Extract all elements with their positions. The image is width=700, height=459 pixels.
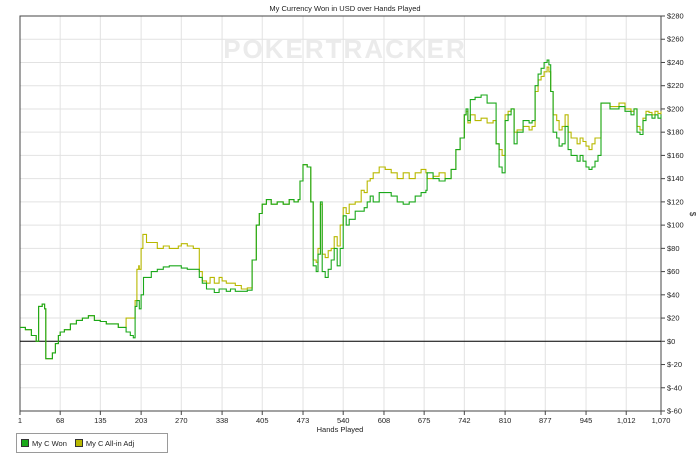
y-tick-label: $20 [667, 314, 680, 323]
x-tick-label: 742 [458, 416, 471, 425]
y-tick-label: $180 [667, 128, 684, 137]
y-tick-label: $100 [667, 221, 684, 230]
y-tick-label: $240 [667, 58, 684, 67]
y-tick-label: $220 [667, 81, 684, 90]
y-tick-label: $260 [667, 35, 684, 44]
y-tick-label: $200 [667, 104, 684, 113]
y-tick-label: $40 [667, 290, 680, 299]
x-tick-label: 877 [539, 416, 552, 425]
legend-label-won: My C Won [32, 438, 67, 448]
x-tick-label: 473 [297, 416, 310, 425]
series-line-won [20, 59, 662, 360]
x-tick-label: 1,012 [617, 416, 636, 425]
y-tick-label: $120 [667, 197, 684, 206]
x-tick-label: 1,070 [652, 416, 671, 425]
x-tick-label: 945 [580, 416, 593, 425]
y-tick-label: $-60 [667, 407, 682, 416]
x-tick-label: 1 [18, 416, 22, 425]
x-tick-label: 68 [56, 416, 64, 425]
y-axis-ticks: $-60 $-40 $-20 $0 $20 $40 $60 $80 $100 $120 $140 $1… [661, 12, 684, 416]
legend-label-allin-adj: My C All-in Adj [85, 438, 135, 448]
x-tick-label: 135 [94, 416, 107, 425]
y-tick-label: $80 [667, 244, 680, 253]
y-tick-label: $160 [667, 151, 684, 160]
series-layer [20, 59, 662, 360]
x-tick-label: 338 [216, 416, 229, 425]
y-tick-label: $-20 [667, 360, 682, 369]
series-line-allin-adj [20, 66, 662, 360]
legend-item-allin-adj[interactable]: My C All-in Adj [74, 438, 135, 448]
plot-frame [19, 15, 662, 412]
y-axis-label: $ [688, 212, 697, 217]
legend-item-won[interactable]: My C Won [21, 439, 67, 448]
y-tick-label: $280 [667, 12, 684, 21]
legend-swatch-allin-adj [74, 439, 83, 447]
watermark-logo: POKERTRACKER [223, 34, 467, 64]
y-tick-label: $0 [667, 337, 675, 346]
x-axis-ticks: 1 68 135 203 270 338 405 473 540 608 675 742 810 877 9… [18, 411, 670, 425]
y-tick-label: $-40 [667, 383, 682, 392]
grid-layer [19, 15, 662, 412]
x-tick-label: 405 [256, 416, 269, 425]
y-tick-label: $140 [667, 174, 684, 183]
x-tick-label: 675 [418, 416, 431, 425]
x-tick-label: 608 [378, 416, 391, 425]
legend-swatch-won [21, 439, 29, 447]
x-tick-label: 203 [135, 416, 148, 425]
x-axis-label: Hands Played [317, 425, 364, 434]
x-tick-label: 810 [499, 416, 512, 425]
x-tick-label: 540 [337, 416, 350, 425]
chart-title: My Currency Won in USD over Hands Played [269, 4, 420, 13]
y-tick-label: $60 [667, 267, 680, 276]
legend: My C Won My C All-in Adj [16, 433, 168, 453]
x-tick-label: 270 [175, 416, 188, 425]
